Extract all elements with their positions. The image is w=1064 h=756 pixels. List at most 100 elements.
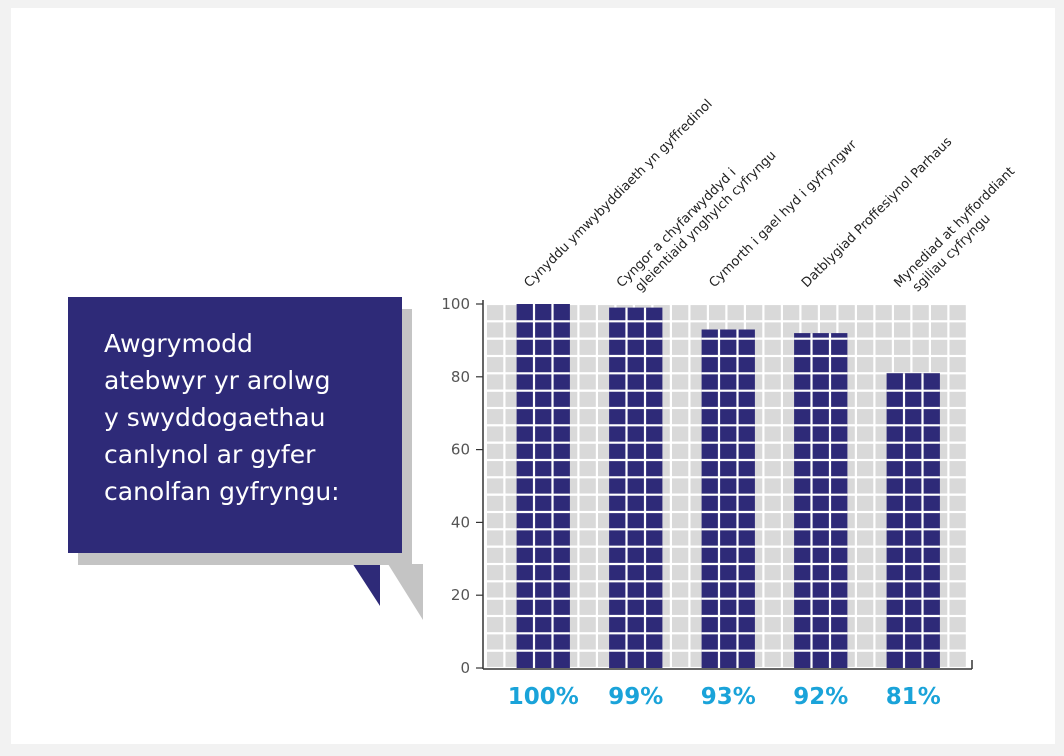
bar-fill (794, 333, 848, 668)
grid-cell (764, 530, 781, 546)
grid-cell (949, 582, 966, 598)
grid-cell (857, 565, 874, 581)
grid-cell (487, 305, 504, 321)
grid-cell (857, 443, 874, 459)
grid-cell (949, 617, 966, 633)
grid-cell (487, 322, 504, 338)
grid-cell (579, 461, 596, 477)
category-label-line: Cymorth i gael hyd i gyfryngwr (707, 137, 861, 291)
callout-box: Awgrymodd atebwyr yr arolwg y swyddogaet… (68, 297, 402, 553)
bar-4 (794, 333, 848, 668)
grid-cell (949, 426, 966, 442)
grid-cell (579, 599, 596, 615)
grid-cell (894, 305, 911, 321)
grid-cell (764, 357, 781, 373)
grid-cell (912, 339, 929, 355)
grid-cell (764, 565, 781, 581)
grid-cell (672, 357, 689, 373)
grid-cell (579, 582, 596, 598)
grid-cell (949, 565, 966, 581)
grid-cell (579, 651, 596, 667)
grid-cell (857, 495, 874, 511)
grid-cell (579, 513, 596, 529)
grid-cell (487, 426, 504, 442)
grid-cell (949, 443, 966, 459)
y-tick-label: 20 (451, 586, 470, 604)
grid-cell (894, 339, 911, 355)
grid-cell (579, 374, 596, 390)
y-tick-label: 0 (460, 659, 470, 677)
grid-cell (875, 339, 892, 355)
grid-cell (875, 305, 892, 321)
chart-bars (516, 304, 940, 668)
grid-cell (672, 305, 689, 321)
grid-cell (672, 409, 689, 425)
grid-cell (838, 305, 855, 321)
grid-cell (579, 426, 596, 442)
grid-cell (857, 478, 874, 494)
grid-cell (487, 443, 504, 459)
grid-cell (487, 513, 504, 529)
grid-cell (487, 582, 504, 598)
grid-cell (801, 305, 818, 321)
grid-cell (949, 651, 966, 667)
y-tick-label: 80 (451, 368, 470, 386)
grid-cell (579, 547, 596, 563)
grid-cell (487, 530, 504, 546)
grid-cell (857, 322, 874, 338)
grid-cell (672, 599, 689, 615)
grid-cell (579, 478, 596, 494)
category-label: Cynyddu ymwybyddiaeth yn gyffredinol (522, 97, 716, 291)
grid-cell (764, 305, 781, 321)
y-tick-label: 60 (451, 441, 470, 459)
grid-cell (764, 634, 781, 650)
chart-axes: 0 20 40 60 80 100 (441, 295, 973, 677)
grid-cell (857, 651, 874, 667)
category-label-line: Cynyddu ymwybyddiaeth yn gyffredinol (522, 97, 716, 291)
value-label: 92% (793, 684, 848, 710)
grid-cell (949, 530, 966, 546)
grid-cell (857, 357, 874, 373)
grid-cell (579, 339, 596, 355)
y-tick-label: 100 (441, 295, 470, 313)
grid-cell (579, 443, 596, 459)
grid-cell (487, 409, 504, 425)
callout-text: Awgrymodd atebwyr yr arolwg y swyddogaet… (104, 329, 340, 506)
grid-cell (579, 617, 596, 633)
grid-cell (857, 513, 874, 529)
grid-cell (949, 461, 966, 477)
grid-cell (746, 305, 763, 321)
bar-fill (609, 307, 663, 668)
grid-cell (857, 374, 874, 390)
grid-cell (579, 357, 596, 373)
grid-cell (672, 530, 689, 546)
value-label: 99% (608, 684, 663, 710)
grid-cell (783, 305, 800, 321)
bar-2 (609, 307, 663, 668)
grid-cell (949, 634, 966, 650)
callout-tail (345, 552, 380, 606)
grid-cell (857, 582, 874, 598)
grid-cell (875, 322, 892, 338)
grid-cell (949, 322, 966, 338)
grid-cell (857, 461, 874, 477)
grid-cell (820, 305, 837, 321)
grid-cell (709, 305, 726, 321)
grid-cell (764, 443, 781, 459)
grid-cell (875, 357, 892, 373)
grid-cell (857, 634, 874, 650)
grid-cell (949, 339, 966, 355)
grid-cell (764, 599, 781, 615)
grid-cell (672, 617, 689, 633)
value-label: 93% (701, 684, 756, 710)
value-label: 100% (508, 684, 579, 710)
grid-cell (931, 322, 948, 338)
grid-cell (764, 547, 781, 563)
grid-cell (579, 322, 596, 338)
grid-cell (672, 565, 689, 581)
grid-cell (857, 305, 874, 321)
bar-3 (701, 329, 755, 668)
bar-1 (516, 304, 570, 668)
grid-cell (672, 582, 689, 598)
